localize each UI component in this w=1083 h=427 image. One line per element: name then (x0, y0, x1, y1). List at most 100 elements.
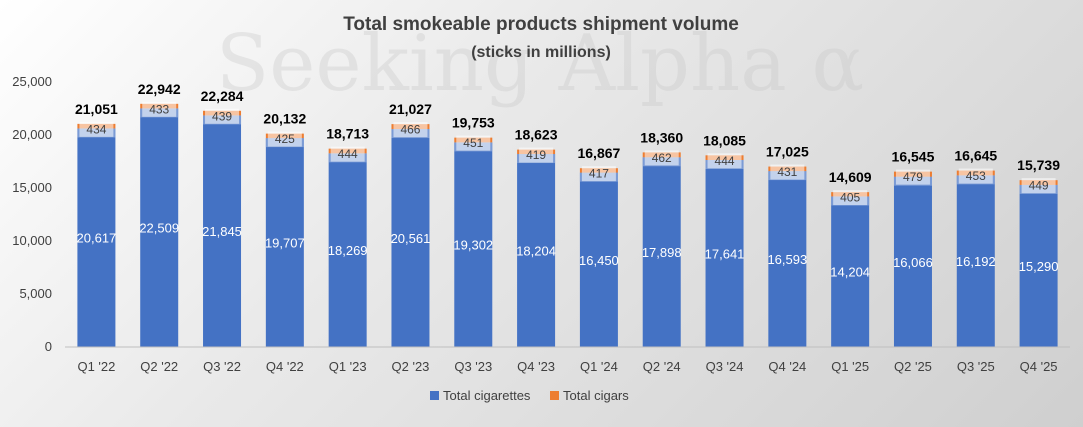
data-label-cigars: 417 (589, 167, 609, 181)
data-label-total: 18,085 (703, 132, 746, 148)
data-label-cigarettes: 21,845 (202, 224, 242, 239)
watermark: Seeking Alpha α (216, 19, 864, 109)
bar-segment-cigarettes (391, 129, 430, 347)
data-label-cigars-bg (267, 131, 302, 147)
data-label-cigars: 444 (338, 147, 358, 161)
legend-label-cigars: Total cigars (563, 388, 629, 403)
data-label-total: 14,609 (829, 169, 872, 185)
x-tick-label: Q4 '23 (517, 359, 555, 374)
data-label-total: 22,942 (138, 81, 181, 97)
bar-segment-cigarettes (454, 142, 493, 347)
x-tick-label: Q2 '23 (392, 359, 430, 374)
data-label-total: 18,360 (640, 129, 683, 145)
data-label-cigars: 434 (86, 122, 106, 136)
data-label-cigars-bg (79, 121, 114, 137)
y-tick-label: 10,000 (12, 233, 52, 248)
x-tick-label: Q2 '24 (643, 359, 681, 374)
data-label-total: 20,132 (263, 111, 306, 127)
data-label-cigars: 433 (149, 102, 169, 116)
legend-swatch-cigarettes (430, 391, 439, 400)
data-label-cigarettes: 19,302 (453, 238, 493, 253)
data-label-total: 21,051 (75, 101, 118, 117)
bar-segment-cigarettes (768, 171, 807, 347)
data-label-cigars: 466 (400, 123, 420, 137)
data-label-cigars: 453 (966, 169, 986, 183)
legend: Total cigarettes Total cigars (430, 388, 629, 403)
data-label-cigarettes: 15,290 (1019, 259, 1059, 274)
data-label-cigarettes: 17,898 (642, 245, 682, 260)
data-label-total: 22,284 (201, 88, 244, 104)
bars: 20,617 434 21,051 22,509 433 22,942 21,845 439 2… (75, 81, 1060, 348)
y-tick-label: 0 (45, 339, 52, 354)
data-label-total: 21,027 (389, 101, 432, 117)
data-label-cigars: 439 (212, 109, 232, 123)
bar-segment-cigarettes (203, 115, 242, 348)
data-label-cigarettes: 16,066 (893, 255, 933, 270)
data-label-cigars-bg (895, 169, 930, 185)
data-label-cigarettes: 16,192 (956, 254, 996, 269)
y-axis: 0 5,000 10,000 15,000 20,000 25,000 (12, 74, 52, 354)
data-label-cigars: 405 (840, 191, 860, 205)
bar-segment-cigarettes (1019, 184, 1058, 347)
y-tick-label: 25,000 (12, 74, 52, 89)
data-label-cigars: 444 (715, 154, 735, 168)
data-label-total: 17,025 (766, 144, 809, 160)
x-tick-label: Q4 '24 (768, 359, 806, 374)
data-label-cigars-bg (1021, 178, 1056, 194)
data-label-cigars: 419 (526, 148, 546, 162)
y-tick-label: 20,000 (12, 127, 52, 142)
data-label-cigarettes: 17,641 (705, 247, 745, 262)
x-tick-label: Q4 '25 (1020, 359, 1058, 374)
data-label-total: 15,739 (1017, 157, 1060, 173)
data-label-total: 16,867 (577, 145, 620, 161)
bar-segment-cigarettes (831, 196, 870, 347)
x-tick-label: Q1 '25 (831, 359, 869, 374)
x-tick-label: Q4 '22 (266, 359, 304, 374)
data-label-cigars-bg (581, 166, 616, 182)
data-label-cigars-bg (205, 108, 240, 124)
x-tick-label: Q2 '22 (140, 359, 178, 374)
bar-segment-cigarettes (77, 128, 116, 347)
data-label-cigarettes: 16,593 (767, 252, 807, 267)
data-label-cigarettes: 20,617 (77, 231, 117, 246)
bar-segment-cigarettes (956, 175, 995, 347)
data-label-cigars-bg (770, 164, 805, 180)
data-label-cigars-bg (393, 122, 428, 138)
data-label-cigars: 431 (777, 165, 797, 179)
data-label-cigarettes: 16,450 (579, 253, 619, 268)
data-label-cigarettes: 18,204 (516, 244, 556, 259)
x-tick-label: Q3 '24 (706, 359, 744, 374)
x-tick-label: Q1 '23 (329, 359, 367, 374)
data-label-total: 18,713 (326, 126, 369, 142)
data-label-cigars: 425 (275, 132, 295, 146)
data-label-cigarettes: 14,204 (830, 265, 870, 280)
y-tick-label: 5,000 (19, 286, 52, 301)
x-tick-label: Q3 '25 (957, 359, 995, 374)
data-label-cigars: 451 (463, 136, 483, 150)
bar-segment-cigarettes (328, 153, 367, 347)
x-tick-label: Q3 '22 (203, 359, 241, 374)
data-label-cigars-bg (958, 168, 993, 184)
bar-segment-cigarettes (705, 160, 744, 347)
bar-segment-cigarettes (579, 172, 618, 347)
x-tick-label: Q2 '25 (894, 359, 932, 374)
data-label-cigarettes: 19,707 (265, 236, 305, 251)
data-label-total: 16,545 (892, 149, 935, 165)
data-label-cigars-bg (644, 150, 679, 166)
bar-segment-cigarettes (893, 176, 932, 347)
bar-segment-cigarettes (517, 154, 556, 347)
data-label-total: 16,645 (954, 148, 997, 164)
data-label-cigars-bg (833, 190, 868, 206)
x-axis: Q1 '22 Q2 '22 Q3 '22 Q4 '22 Q1 '23 Q2 '23 Q3 '… (65, 346, 1070, 374)
x-tick-label: Q1 '22 (77, 359, 115, 374)
data-label-total: 19,753 (452, 115, 495, 131)
x-tick-label: Q1 '24 (580, 359, 618, 374)
chart-subtitle: (sticks in millions) (471, 44, 611, 61)
data-label-cigarettes: 22,509 (139, 221, 179, 236)
x-tick-label: Q3 '23 (454, 359, 492, 374)
legend-swatch-cigars (550, 391, 559, 400)
y-tick-label: 15,000 (12, 180, 52, 195)
data-label-total: 18,623 (515, 127, 558, 143)
bar-segment-cigarettes (642, 157, 681, 347)
